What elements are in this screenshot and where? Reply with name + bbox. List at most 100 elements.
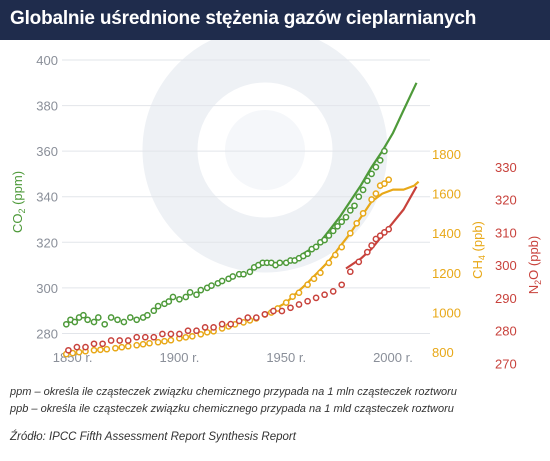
n2o-tick-label: 300 — [495, 258, 517, 273]
co2-data-point — [114, 316, 121, 324]
co2-data-point — [80, 311, 87, 319]
source-text: Źródło: IPCC Fifth Assessment Report Syn… — [10, 431, 296, 443]
n2o-tick-label: 320 — [495, 193, 517, 208]
ch4-data-point — [90, 346, 98, 354]
note-ppm: ppm – określa ile cząsteczek związku che… — [10, 386, 457, 398]
ch4-data-point — [97, 346, 104, 354]
n2o-data-point — [73, 343, 81, 351]
co2-trend-line — [302, 82, 418, 255]
co2-data-point — [351, 202, 358, 210]
n2o-data-point — [99, 340, 106, 348]
co2-data-point — [338, 218, 346, 226]
n2o-data-point — [201, 324, 209, 331]
n2o-data-point — [167, 330, 175, 338]
co2-data-point — [133, 316, 141, 324]
co2-data-point — [240, 270, 247, 278]
n2o-data-point — [176, 330, 183, 338]
co2-data-point — [368, 170, 375, 178]
n2o-data-point — [287, 304, 294, 312]
n2o-data-point — [116, 337, 124, 344]
ch4-data-point — [317, 269, 324, 277]
n2o-data-point — [141, 333, 149, 341]
co2-data-point — [176, 295, 183, 303]
n2o-axis-label: N2O (ppb) — [526, 236, 543, 295]
n2o-data-point — [278, 307, 286, 315]
n2o-data-point — [363, 248, 371, 256]
co2-data-point — [84, 316, 91, 324]
co2-data-point — [321, 236, 328, 244]
co2-axis-label: CO2 (ppm) — [10, 171, 27, 233]
co2-data-point — [355, 193, 363, 201]
n2o-data-point — [227, 320, 235, 328]
ch4-data-point — [289, 293, 296, 300]
co2-data-point — [325, 232, 333, 239]
co2-data-point — [342, 213, 350, 221]
co2-data-point — [144, 311, 151, 319]
co2-data-point — [381, 147, 388, 155]
n2o-data-point — [184, 327, 192, 335]
title-bar: Globalnie uśrednione stężenia gazów ciep… — [0, 0, 550, 40]
ch4-data-point — [331, 251, 339, 259]
n2o-data-point — [124, 337, 132, 344]
n2o-data-point — [252, 314, 260, 321]
co2-tick-label: 340 — [36, 190, 58, 205]
note-ppb: ppb – określa ile cząsteczek związku che… — [10, 403, 454, 415]
n2o-data-point — [381, 229, 388, 236]
co2-data-point — [150, 307, 158, 315]
ch4-data-point — [167, 336, 175, 344]
gridlines — [62, 59, 430, 334]
ch4-data-point — [353, 219, 361, 227]
ch4-data-point — [146, 339, 153, 347]
ch4-tick-label: 1600 — [432, 187, 461, 202]
ch4-data-point — [103, 345, 111, 353]
ch4-data-point — [368, 196, 375, 203]
n2o-tick-label: 290 — [495, 291, 517, 306]
ch4-tick-label: 800 — [432, 345, 454, 360]
co2-data-point — [120, 318, 128, 326]
n2o-data-point — [368, 242, 375, 249]
chart-title: Globalnie uśrednione stężenia gazów ciep… — [10, 8, 477, 29]
series-points — [62, 147, 393, 358]
n2o-data-point — [329, 288, 337, 295]
n2o-data-point — [376, 232, 384, 240]
x-tick-label: 1950 r. — [266, 350, 306, 365]
co2-data-point — [304, 250, 311, 258]
ch4-data-point — [154, 338, 162, 346]
co2-data-point — [329, 227, 337, 235]
co2-data-point — [363, 177, 371, 185]
co2-data-point — [62, 320, 70, 328]
ch4-data-point — [182, 333, 190, 341]
ch4-data-point — [133, 341, 141, 349]
co2-data-point — [334, 222, 341, 230]
ch4-axis-label: CH4 (ppb) — [470, 221, 487, 279]
ch4-data-point — [139, 340, 147, 348]
ch4-data-point — [338, 243, 346, 251]
co2-data-point — [276, 259, 284, 267]
x-tick-label: 1850 r. — [53, 350, 93, 365]
co2-data-point — [312, 243, 320, 251]
n2o-data-point — [385, 225, 393, 233]
n2o-data-point — [133, 333, 141, 341]
n2o-data-point — [218, 320, 226, 328]
ch4-data-point — [372, 190, 380, 197]
co2-data-point — [346, 207, 354, 214]
co2-tick-label: 280 — [36, 326, 58, 341]
n2o-data-point — [107, 337, 115, 344]
ch4-tick-label: 1800 — [432, 147, 461, 162]
ch4-data-point — [385, 176, 393, 184]
ch4-data-point — [118, 343, 126, 351]
ch4-tick-label: 1000 — [432, 305, 461, 320]
co2-data-point — [186, 289, 194, 296]
x-tick-label: 2000 r. — [373, 350, 413, 365]
co2-data-point — [90, 318, 98, 326]
co2-tick-label: 360 — [36, 144, 58, 159]
axes: 280 300 320 340 360 380 400 1850 r. 1900 r. 1950 … — [10, 53, 543, 371]
co2-data-point — [94, 314, 102, 321]
co2-data-point — [208, 282, 215, 289]
n2o-data-point — [261, 310, 269, 318]
ch4-data-point — [161, 337, 168, 345]
co2-tick-label: 320 — [36, 235, 58, 250]
co2-data-point — [193, 291, 200, 299]
ch4-data-point — [112, 344, 119, 352]
n2o-data-point — [270, 307, 277, 315]
